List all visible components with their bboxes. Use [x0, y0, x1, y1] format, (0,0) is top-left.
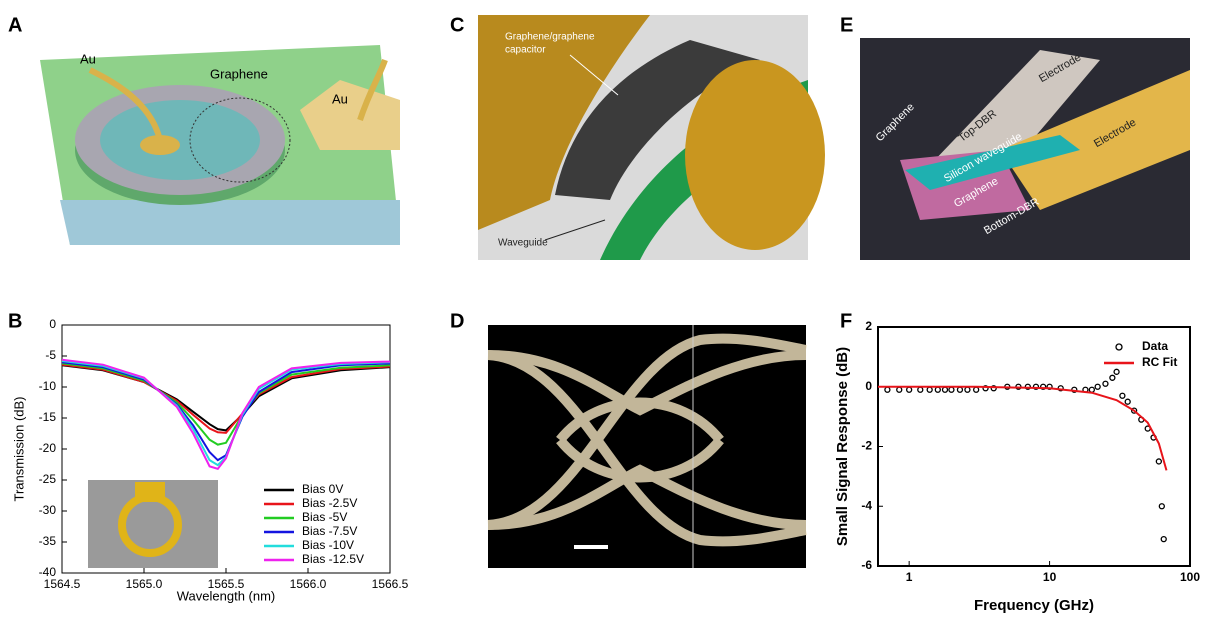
data-point — [1120, 393, 1125, 398]
panel-label: F — [840, 310, 852, 332]
data-point — [965, 387, 970, 392]
y-tick-label: -6 — [861, 558, 872, 572]
illustration-label: Au — [80, 51, 96, 66]
y-tick-label: -25 — [39, 472, 57, 486]
data-point — [1159, 504, 1164, 509]
data-point — [974, 387, 979, 392]
legend-label: Bias -5V — [302, 510, 347, 524]
y-tick-label: -30 — [39, 503, 57, 517]
panel-label: E — [840, 14, 853, 36]
inset-image — [88, 480, 218, 568]
legend-label: Bias -12.5V — [302, 552, 364, 566]
data-point — [935, 387, 940, 392]
legend-marker — [1116, 344, 1122, 350]
data-point — [1114, 369, 1119, 374]
x-tick-label: 1564.5 — [44, 577, 81, 591]
y-tick-label: -10 — [39, 379, 57, 393]
y-tick-label: -40 — [39, 565, 57, 579]
x-axis-label: Wavelength (nm) — [177, 588, 276, 603]
x-tick-label: 1565.0 — [126, 577, 163, 591]
x-tick-label: 10 — [1043, 570, 1057, 584]
illustration-a: Au Graphene Au — [40, 45, 400, 245]
legend-label: Bias 0V — [302, 482, 343, 496]
data-point — [1095, 384, 1100, 389]
figure: A B C D E F Au Graphene Au Graphene/grap… — [0, 0, 1213, 616]
data-point — [957, 387, 962, 392]
y-axis-label: Small Signal Response (dB) — [834, 347, 851, 546]
series-line — [62, 365, 390, 430]
data-point — [918, 387, 923, 392]
legend-label: Bias -10V — [302, 538, 354, 552]
legend-label: Bias -2.5V — [302, 496, 357, 510]
series-line — [62, 360, 390, 469]
data-point — [1125, 399, 1130, 404]
y-tick-label: -35 — [39, 534, 57, 548]
data-point — [1089, 387, 1094, 392]
data-point — [927, 387, 932, 392]
x-tick-label: 1566.0 — [290, 577, 327, 591]
data-point — [1156, 459, 1161, 464]
panel-label: C — [450, 14, 464, 36]
y-tick-label: 2 — [865, 319, 872, 333]
illustration-label: Graphene/graphene — [505, 32, 595, 43]
illustration-c: Graphene/graphene capacitor Waveguide — [478, 15, 825, 260]
series-line — [878, 387, 1166, 471]
x-tick-label: 100 — [1180, 570, 1200, 584]
eye-diagram — [488, 325, 806, 568]
x-tick-label: 1 — [906, 570, 913, 584]
illustration-label: Au — [332, 91, 348, 106]
legend-label: RC Fit — [1142, 355, 1177, 369]
y-tick-label: -15 — [39, 410, 57, 424]
panel-label: B — [8, 310, 22, 332]
panel-label: D — [450, 310, 464, 332]
data-point — [1161, 537, 1166, 542]
data-point — [897, 387, 902, 392]
illustration-e: Electrode Top-DBR Graphene Silicon waveg… — [860, 38, 1190, 260]
y-tick-label: -20 — [39, 441, 57, 455]
panel-label: A — [8, 14, 22, 36]
data-point — [907, 387, 912, 392]
chart-f: 1 10 100 -6 -4 -2 0 2 Frequency (GHz) Small Signa… — [834, 319, 1200, 614]
x-tick-label: 1566.5 — [372, 577, 409, 591]
y-tick-label: -4 — [861, 498, 872, 512]
series-line — [62, 365, 390, 433]
y-tick-label: 0 — [865, 379, 872, 393]
data-point — [885, 387, 890, 392]
data-point — [949, 387, 954, 392]
illustration-label: Waveguide — [498, 238, 548, 249]
data-point — [1110, 375, 1115, 380]
series-line — [62, 362, 390, 460]
x-axis-label: Frequency (GHz) — [974, 597, 1094, 614]
data-point — [942, 387, 947, 392]
y-tick-label: 0 — [49, 317, 56, 331]
y-axis-label: Transmission (dB) — [11, 397, 26, 502]
legend-label: Bias -7.5V — [302, 524, 357, 538]
illustration-label: capacitor — [505, 45, 546, 56]
y-tick-label: -2 — [861, 439, 872, 453]
data-point — [1103, 381, 1108, 386]
y-tick-label: -5 — [45, 348, 56, 362]
legend-label: Data — [1142, 339, 1168, 353]
illustration-label: Graphene — [210, 66, 268, 81]
series-line — [62, 361, 390, 465]
